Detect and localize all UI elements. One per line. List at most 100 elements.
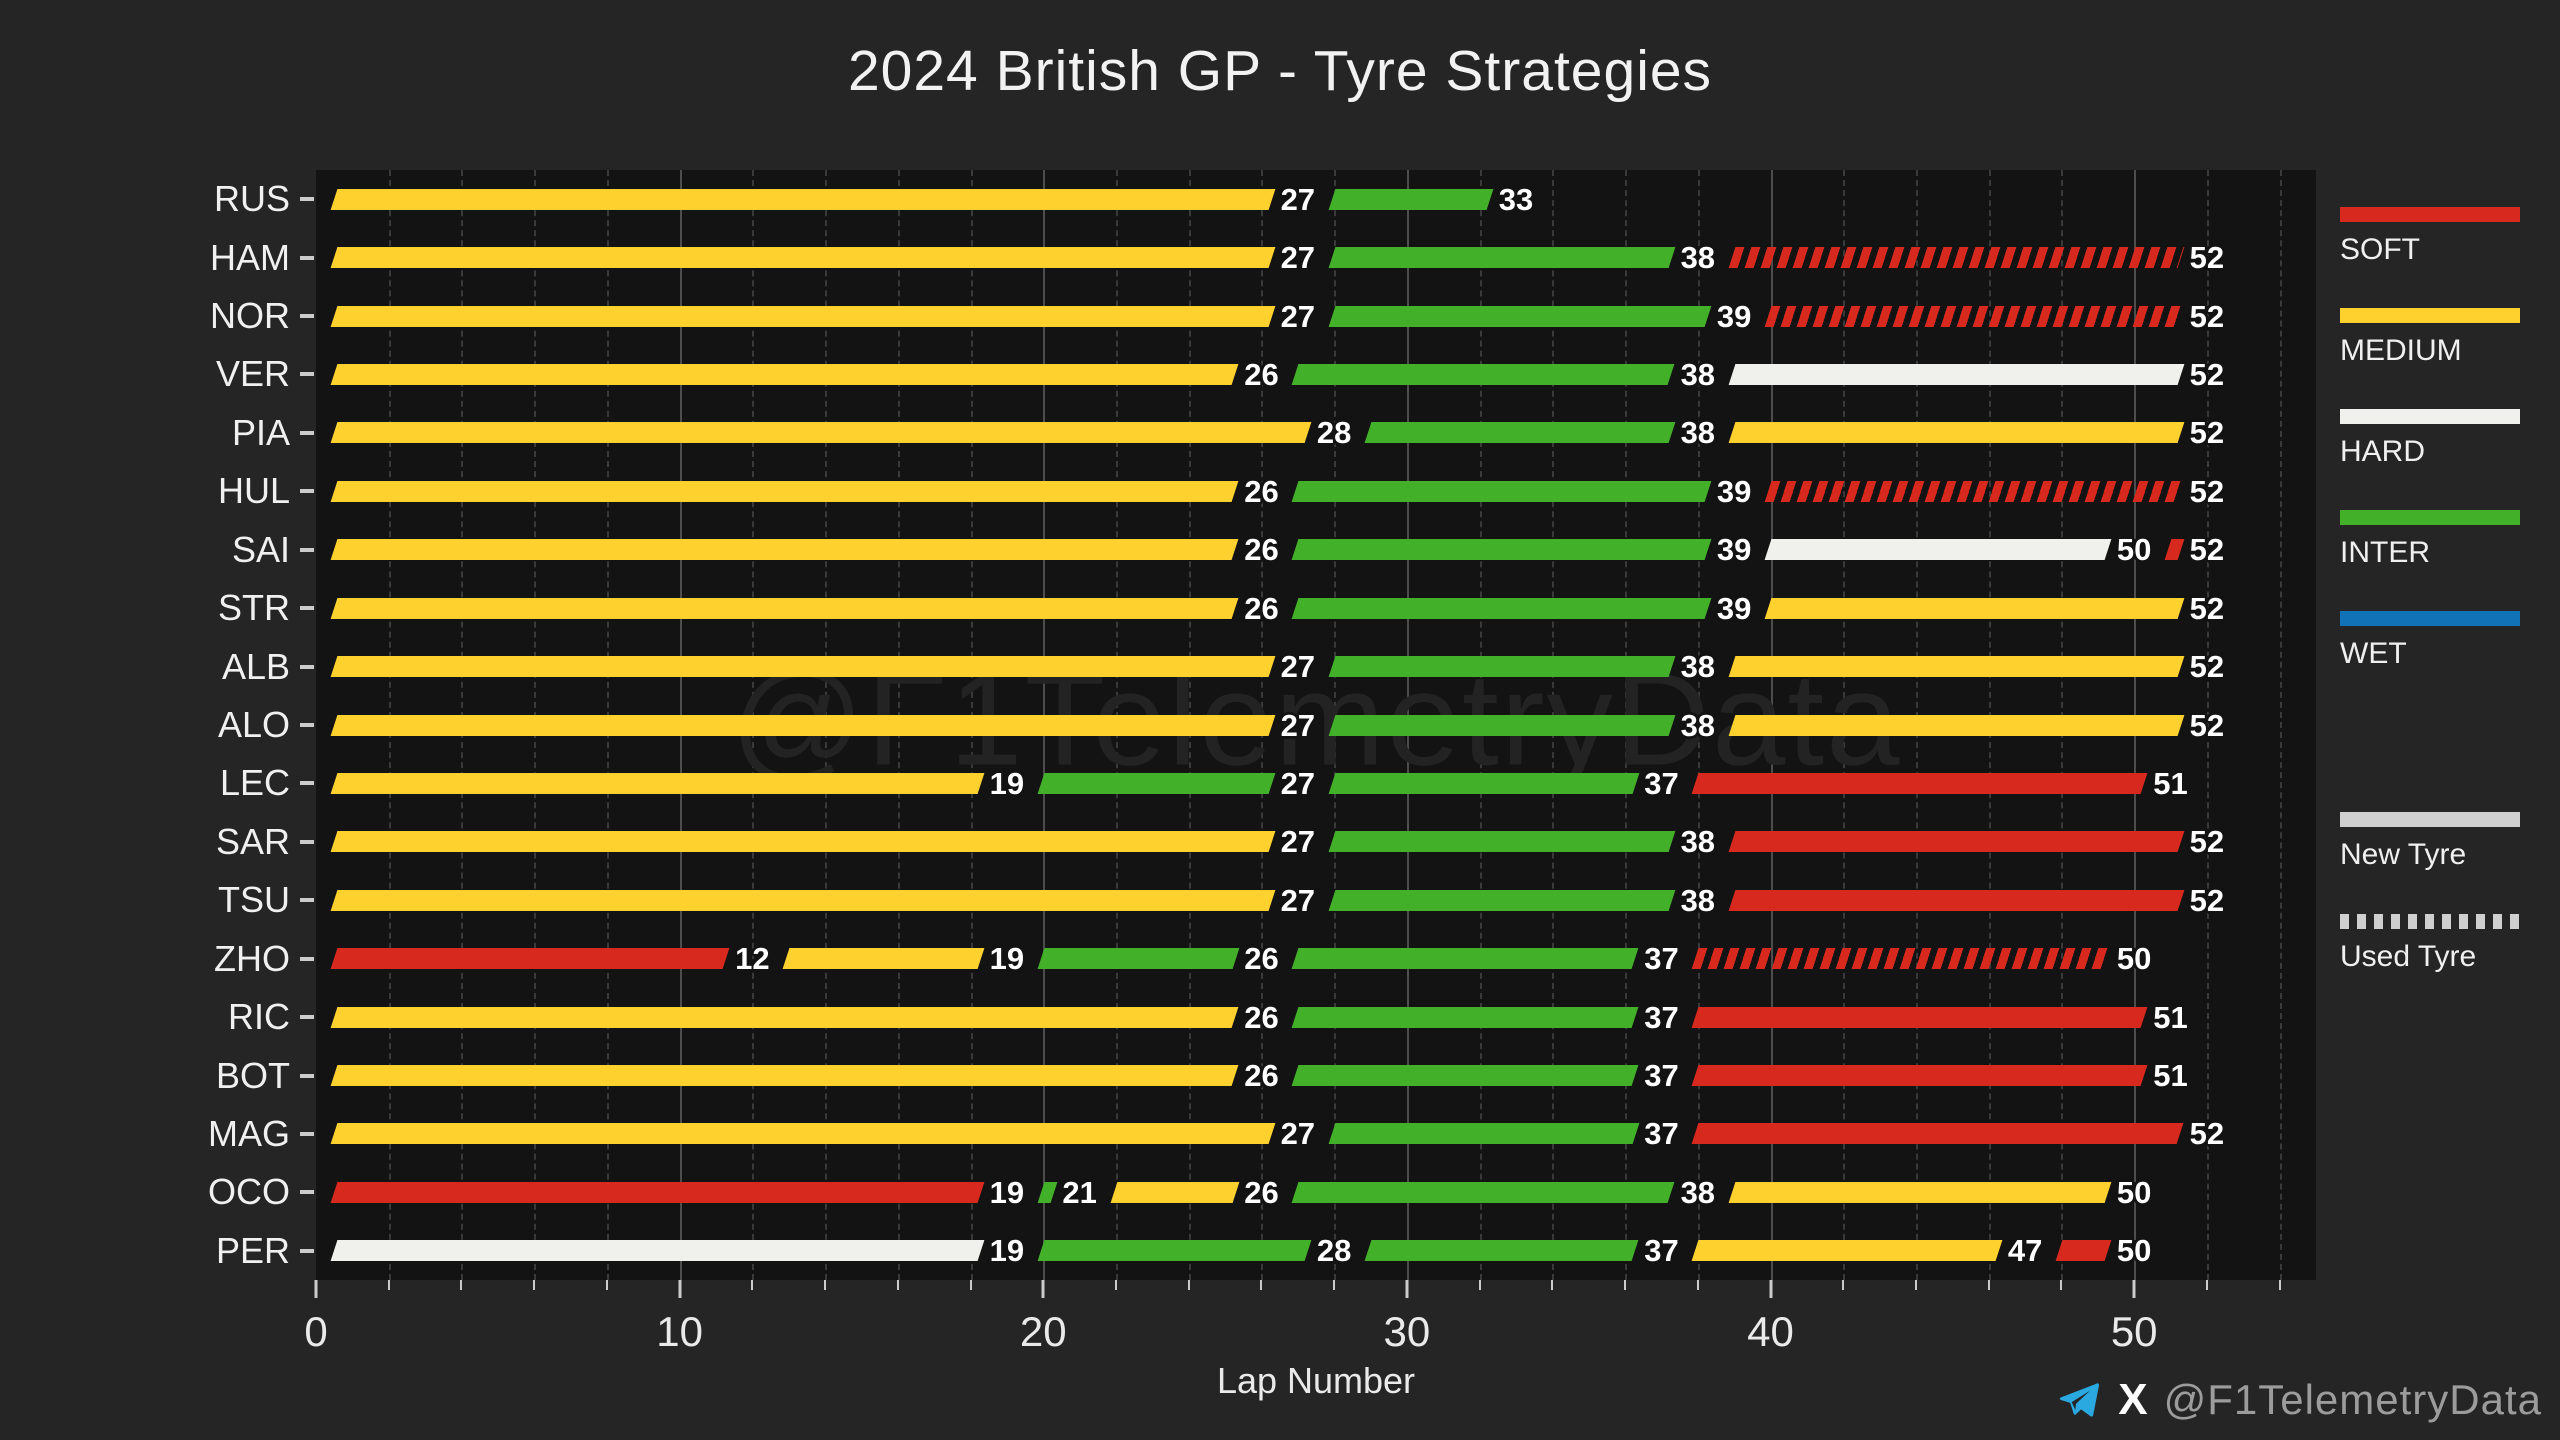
stint-bar-soft (2055, 1240, 2112, 1262)
stint-bar-inter (1292, 1065, 1639, 1087)
driver-label-bot: BOT (0, 1046, 316, 1104)
stint-end-lap: 26 (1244, 1174, 1279, 1210)
stint-bar-inter (1328, 1123, 1639, 1145)
stint-bar-medium (1728, 656, 2185, 678)
stint-bar-medium (1728, 1181, 2112, 1203)
y-tick (300, 547, 314, 552)
x-tick-label: 50 (2110, 1308, 2158, 1355)
driver-code: LEC (219, 762, 290, 804)
driver-label-lec: LEC (0, 754, 316, 812)
stint-bar-soft (1692, 1123, 2185, 1145)
x-tick-label: 30 (1383, 1308, 1431, 1355)
stint-end-lap: 52 (2189, 415, 2225, 451)
x-tick-minor (1115, 1280, 1117, 1290)
stint-end-lap: 19 (989, 765, 1025, 801)
y-tick (300, 372, 314, 377)
stint-end-lap: 50 (2116, 941, 2152, 977)
stint-bar-medium (330, 889, 1276, 911)
stint-bar-medium (1728, 422, 2185, 444)
stint-end-lap: 50 (2116, 532, 2152, 568)
x-tick-minor (1260, 1280, 1263, 1290)
x-tick-minor (605, 1280, 608, 1290)
x-tick-major (314, 1280, 318, 1298)
driver-code: MAG (207, 1112, 290, 1154)
driver-code: SAR (215, 820, 290, 862)
stint-bar-inter (1292, 1181, 1676, 1203)
gridline-minor (2279, 170, 2282, 1280)
stint-bar-inter (1037, 1240, 1312, 1262)
stint-end-lap: 26 (1244, 941, 1279, 977)
stint-end-lap: 27 (1280, 1116, 1316, 1152)
stint-end-lap: 21 (1062, 1174, 1097, 1210)
stint-end-lap: 27 (1280, 181, 1316, 217)
stint-bar-medium (1764, 597, 2185, 619)
stint-bar-medium (330, 772, 985, 794)
x-tick-major (1769, 1280, 1773, 1298)
x-tick-minor (969, 1280, 972, 1290)
legend: SOFT MEDIUM HARD INTER WET New Tyre Used Tyre (2340, 0, 2550, 1440)
stint-end-lap: 38 (1680, 649, 1716, 685)
stint-end-lap: 52 (2189, 882, 2225, 918)
stint-bar-soft (1728, 831, 2185, 853)
y-axis: RUS HAM NOR VER PIA HUL SAI STR ALB ALO LEC SAR TSU Z… (0, 170, 316, 1280)
stint-bar-inter (1292, 539, 1712, 561)
gridline-minor (2206, 170, 2209, 1280)
driver-code: HUL (217, 470, 290, 512)
driver-label-alb: ALB (0, 637, 316, 695)
driver-label-oco: OCO (0, 1163, 316, 1221)
stint-bar-medium (330, 480, 1239, 502)
stint-bar-soft (1692, 1065, 2148, 1087)
stint-end-lap: 26 (1244, 590, 1279, 626)
stint-bar-soft (330, 1181, 985, 1203)
stint-bar-soft-used (1728, 247, 2185, 269)
x-tick-major (678, 1280, 682, 1298)
stint-bar-medium (1692, 1240, 2003, 1262)
footer: X @F1TelemetryData (2056, 1376, 2542, 1424)
x-tick-minor (1333, 1280, 1336, 1290)
x-tick-minor (1915, 1280, 1917, 1290)
stint-end-lap: 38 (1680, 356, 1716, 392)
driver-code: OCO (207, 1171, 290, 1213)
stint-end-lap: 52 (2189, 590, 2225, 626)
x-tick-minor (1987, 1280, 1990, 1290)
stint-end-lap: 52 (2189, 649, 2225, 685)
stint-bar-inter (1037, 1181, 1058, 1203)
stint-bar-medium (330, 831, 1276, 853)
stint-bar-inter (1328, 305, 1712, 327)
stint-bar-medium (782, 948, 985, 970)
stint-end-lap: 39 (1716, 590, 1752, 626)
stint-end-lap: 19 (989, 1233, 1025, 1269)
y-tick (300, 430, 314, 435)
driver-code: NOR (210, 295, 290, 337)
x-tick-label: 20 (1019, 1308, 1067, 1355)
y-tick (300, 1073, 314, 1078)
stint-end-lap: 38 (1680, 824, 1716, 860)
stint-end-lap: 52 (2189, 473, 2225, 509)
stint-bar-inter (1328, 889, 1676, 911)
stint-end-lap: 37 (1644, 941, 1679, 977)
x-tick-minor (896, 1280, 899, 1290)
stint-end-lap: 28 (1316, 1233, 1352, 1269)
driver-code: VER (215, 353, 290, 395)
stint-bar-inter (1292, 480, 1712, 502)
stint-end-lap: 37 (1644, 1116, 1679, 1152)
stint-bar-inter (1037, 948, 1239, 970)
driver-label-ham: HAM (0, 228, 316, 286)
x-axis-label: Lap Number (1216, 1360, 1416, 1401)
stint-end-lap: 27 (1280, 824, 1316, 860)
stint-bar-inter (1292, 948, 1639, 970)
x-tick-minor (387, 1280, 390, 1290)
legend-label-new-tyre: New Tyre (2340, 838, 2467, 871)
x-tick-minor (1551, 1280, 1554, 1290)
stint-end-lap: 52 (2189, 240, 2225, 276)
x-tick-minor (1187, 1280, 1190, 1290)
stint-end-lap: 38 (1680, 1174, 1716, 1210)
driver-label-hul: HUL (0, 462, 316, 520)
stint-bar-inter (1328, 188, 1494, 210)
stint-end-lap: 27 (1280, 882, 1316, 918)
x-axis: 0 10 20 30 40 50 (304, 1280, 2316, 1410)
stint-end-lap: 28 (1316, 415, 1352, 451)
stint-bar-hard (1728, 363, 2185, 385)
driver-code: ALO (217, 703, 290, 745)
x-tick-label: 10 (656, 1308, 703, 1355)
